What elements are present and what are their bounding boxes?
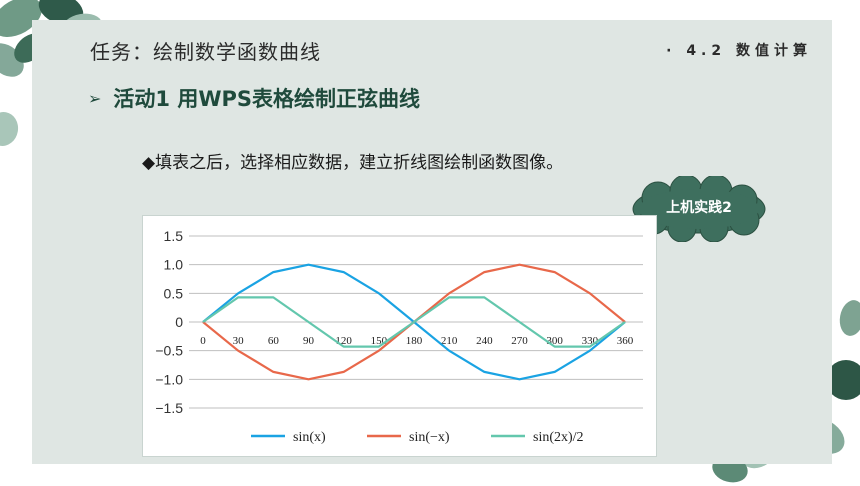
activity-title: 活动1 用WPS表格绘制正弦曲线 bbox=[113, 87, 421, 111]
x-tick-label: 300 bbox=[546, 335, 563, 347]
page-title: 任务：绘制数学函数曲线 bbox=[90, 40, 321, 64]
series-line bbox=[202, 296, 626, 348]
activity-heading: ➢ 活动1 用WPS表格绘制正弦曲线 bbox=[88, 83, 420, 113]
x-tick-label: 240 bbox=[476, 335, 493, 347]
x-tick-label: 180 bbox=[406, 335, 423, 347]
legend-label: sin(2x)/2 bbox=[533, 430, 584, 445]
x-tick-label: 90 bbox=[303, 335, 315, 347]
line-chart: 1.51.00.50−0.5−1.0−1.50 30 60 90 120 150 180 21… bbox=[155, 228, 643, 445]
decorative-leaf bbox=[837, 298, 860, 338]
x-tick-label: 360 bbox=[617, 335, 634, 347]
x-tick-label: 30 bbox=[233, 335, 245, 347]
legend-label: sin(−x) bbox=[409, 430, 450, 445]
x-tick-label: 120 bbox=[335, 335, 352, 347]
y-tick-label: 1.5 bbox=[164, 228, 184, 244]
x-tick-label: 0 bbox=[200, 335, 206, 347]
y-tick-label: 0.5 bbox=[164, 285, 184, 301]
y-tick-label: −0.5 bbox=[155, 343, 183, 359]
cloud-badge-label[interactable]: 上机实践2 bbox=[666, 200, 732, 216]
x-tick-label: 270 bbox=[511, 335, 528, 347]
legend-label: sin(x) bbox=[293, 430, 326, 445]
y-tick-label: 0 bbox=[175, 314, 183, 330]
chart-container: 1.5 1.0 0.5 0 −0.5 −1.0 −1.5 0 30 60 90 120 150 180 21… bbox=[142, 215, 657, 457]
y-tick-label: −1.0 bbox=[155, 371, 183, 387]
section-label: · 4.2 数值计算 bbox=[666, 43, 812, 59]
x-tick-label: 60 bbox=[268, 335, 280, 347]
instruction-text: ◆填表之后，选择相应数据，建立折线图绘制函数图像。 bbox=[142, 153, 564, 173]
arrow-bullet-icon: ➢ bbox=[88, 88, 102, 108]
y-tick-label: −1.5 bbox=[155, 400, 183, 416]
y-tick-label: 1.0 bbox=[164, 257, 184, 273]
decorative-leaf bbox=[0, 109, 21, 149]
x-tick-label: 210 bbox=[441, 335, 458, 347]
